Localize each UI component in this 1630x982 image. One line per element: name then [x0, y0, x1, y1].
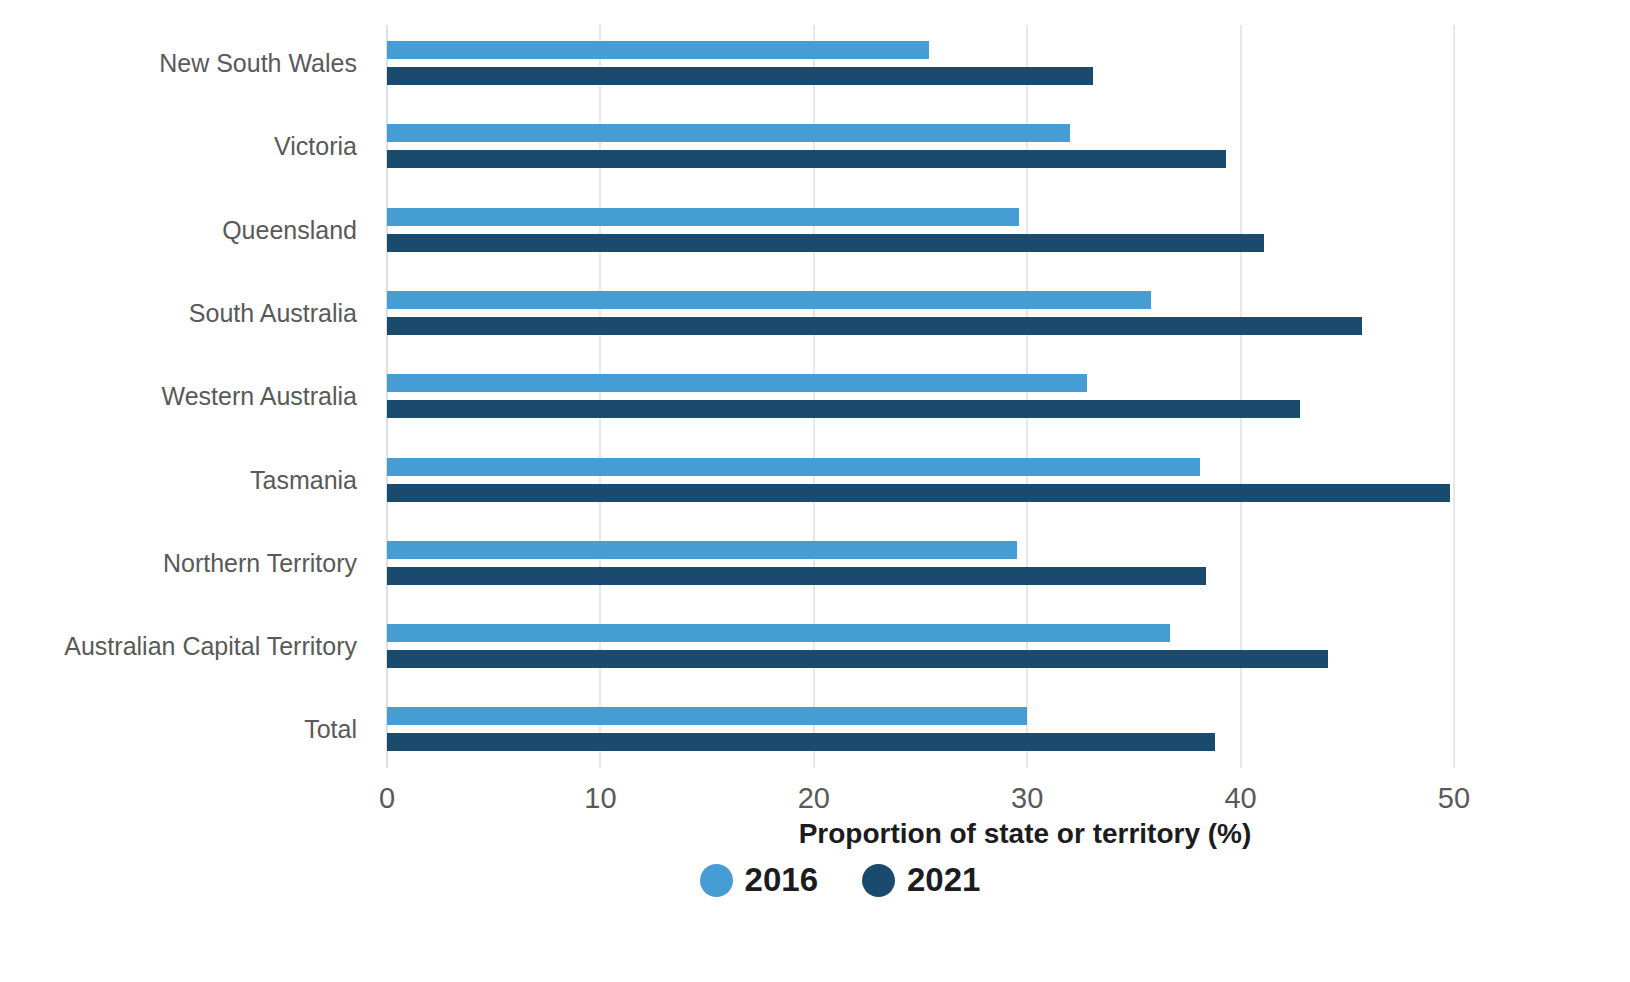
bar-2021-tasmania [387, 484, 1450, 502]
legend-item-2021: 2021 [862, 862, 980, 898]
gridline-x-50 [1453, 25, 1455, 768]
bar-2016-victoria [387, 124, 1070, 142]
x-axis-title: Proportion of state or territory (%) [420, 818, 1630, 850]
bar-2021-queensland [387, 234, 1264, 252]
bar-2021-western-australia [387, 400, 1300, 418]
category-label-total: Total [0, 714, 357, 744]
x-tick-label-20: 20 [754, 782, 874, 814]
x-tick-label-0: 0 [327, 782, 447, 814]
bar-2016-tasmania [387, 458, 1200, 476]
category-label-tasmania: Tasmania [0, 465, 357, 495]
bar-2016-australian-capital-territory [387, 624, 1170, 642]
bar-2021-south-australia [387, 317, 1362, 335]
x-tick-label-10: 10 [540, 782, 660, 814]
bar-2016-south-australia [387, 291, 1151, 309]
x-tick-label-50: 50 [1394, 782, 1514, 814]
category-label-australian-capital-territory: Australian Capital Territory [0, 631, 357, 661]
category-label-new-south-wales: New South Wales [0, 48, 357, 78]
legend-label-2021: 2021 [907, 862, 980, 898]
bar-2016-northern-territory [387, 541, 1017, 559]
category-label-northern-territory: Northern Territory [0, 548, 357, 578]
bar-2021-total [387, 733, 1215, 751]
category-label-queensland: Queensland [0, 215, 357, 245]
bar-2021-northern-territory [387, 567, 1206, 585]
category-label-victoria: Victoria [0, 131, 357, 161]
legend-label-2016: 2016 [745, 862, 818, 898]
chart-canvas: 0 10 20 30 40 50 New South Wales Victoria Queens… [0, 0, 1630, 982]
x-tick-label-40: 40 [1181, 782, 1301, 814]
bar-2016-western-australia [387, 374, 1087, 392]
category-label-western-australia: Western Australia [0, 381, 357, 411]
bar-2016-new-south-wales [387, 41, 929, 59]
legend: 2016 2021 [25, 862, 1630, 898]
legend-swatch-2021 [862, 864, 895, 897]
bar-2021-australian-capital-territory [387, 650, 1328, 668]
bar-2016-queensland [387, 208, 1019, 226]
bar-2021-victoria [387, 150, 1226, 168]
bar-2021-new-south-wales [387, 67, 1093, 85]
bar-2016-total [387, 707, 1027, 725]
legend-swatch-2016 [700, 864, 733, 897]
x-tick-label-30: 30 [967, 782, 1087, 814]
category-label-south-australia: South Australia [0, 298, 357, 328]
legend-item-2016: 2016 [700, 862, 818, 898]
